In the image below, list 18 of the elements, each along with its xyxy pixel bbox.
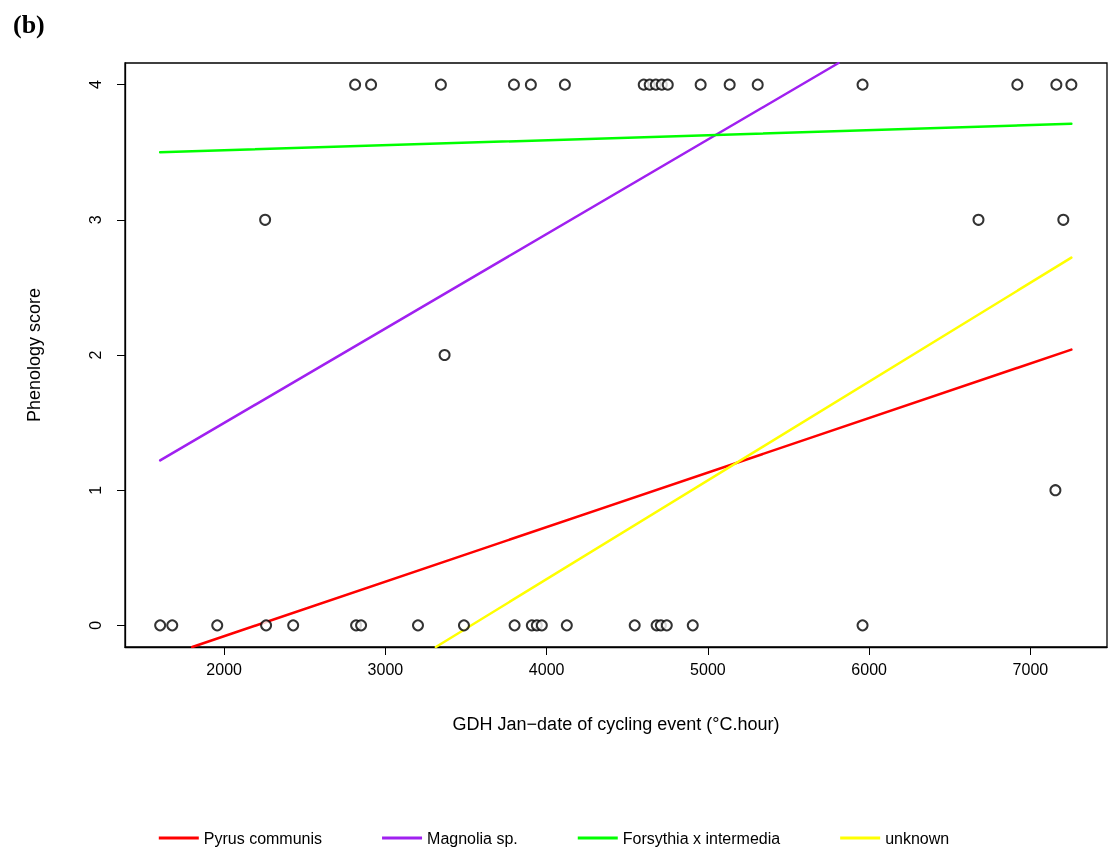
y-tick-label: 3 [86, 215, 104, 225]
x-tick-label: 5000 [690, 660, 726, 678]
legend-label: Magnolia sp. [427, 829, 518, 847]
x-tick-label: 6000 [851, 660, 888, 678]
y-tick-label: 4 [86, 80, 104, 90]
y-axis-title: Phenology score [24, 287, 44, 423]
x-tick-label: 4000 [528, 660, 565, 678]
legend-label: unknown [885, 829, 950, 847]
x-tick-label: 3000 [367, 660, 404, 678]
y-tick-label: 0 [86, 620, 104, 630]
legend-label: Forsythia x intermedia [622, 829, 781, 847]
x-tick-label: 2000 [206, 660, 243, 678]
y-tick-label: 1 [86, 485, 104, 495]
x-axis-title: GDH Jan−date of cycling event (°C.hour) [452, 714, 780, 734]
y-tick-label: 2 [86, 350, 104, 360]
legend-label: Pyrus communis [203, 829, 323, 847]
chart-title: (b) [13, 9, 45, 39]
x-tick-label: 7000 [1012, 660, 1049, 678]
